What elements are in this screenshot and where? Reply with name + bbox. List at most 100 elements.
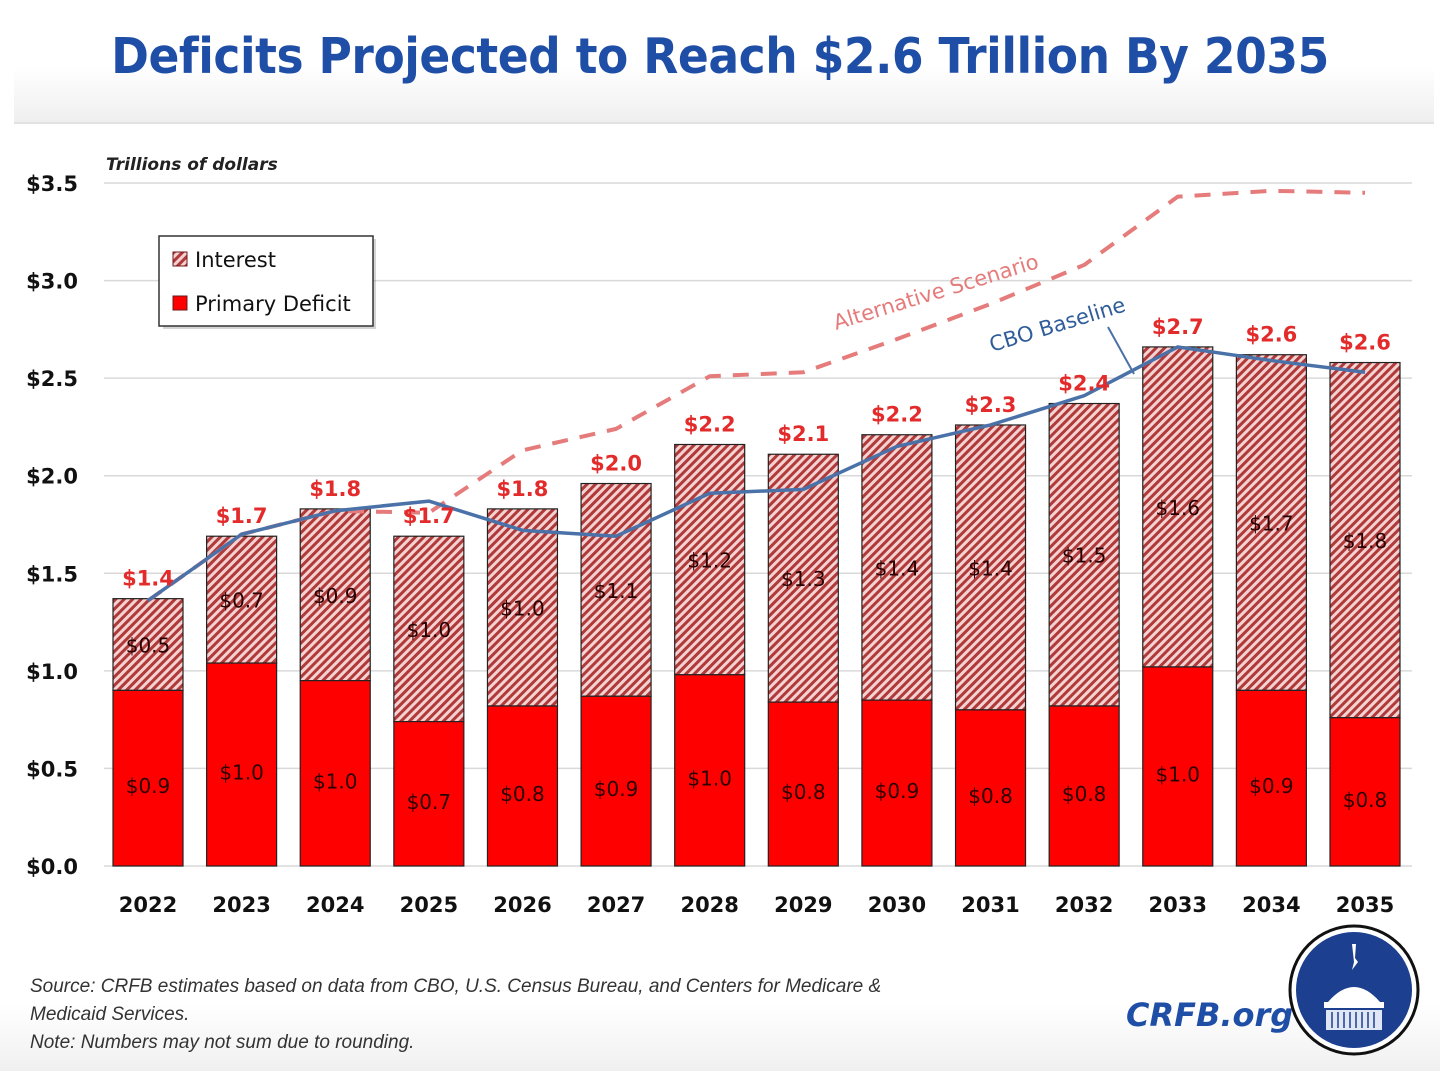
bar-interest	[206, 535, 278, 664]
source-note: Source: CRFB estimates based on data fro…	[30, 976, 882, 997]
bar-interest	[674, 443, 746, 676]
primary-deficit-label: $1.0	[313, 769, 358, 793]
alternative-scenario-line	[146, 188, 1366, 603]
total-label: $2.2	[684, 412, 736, 436]
x-tick-label: 2023	[212, 893, 270, 917]
y-tick-label: $3.0	[26, 270, 78, 294]
bar-interest	[1329, 361, 1401, 719]
x-axis-ticks: 2022 2023 2024 2025 2026 2027 2028 2029 2030 2031…	[119, 893, 1394, 917]
alternative-scenario-label: Alternative Scenario	[830, 250, 1041, 335]
total-label: $2.4	[1058, 372, 1110, 396]
interest-label: $1.4	[875, 556, 920, 580]
interest-label: $1.1	[594, 579, 639, 603]
bar-interest	[861, 434, 933, 701]
y-tick-label: $2.5	[26, 367, 78, 391]
x-tick-label: 2025	[400, 893, 458, 917]
bar-primary-deficit	[954, 709, 1027, 867]
legend-swatch-primary-deficit	[172, 295, 188, 311]
total-label: $2.6	[1339, 331, 1391, 355]
cbo-baseline-line	[146, 345, 1366, 603]
x-tick-label: 2031	[961, 893, 1019, 917]
interest-label: $1.6	[1156, 496, 1201, 520]
interest-label: $1.3	[781, 567, 826, 591]
bar-primary-deficit	[1048, 705, 1120, 867]
y-tick-label: $0.5	[26, 757, 78, 781]
x-tick-label: 2035	[1336, 893, 1394, 917]
total-label: $1.7	[216, 504, 268, 528]
total-label: $2.1	[777, 422, 829, 446]
primary-deficit-label: $0.8	[1062, 782, 1107, 806]
bar-interest	[954, 424, 1027, 711]
bar-primary-deficit	[1235, 689, 1307, 867]
interest-label: $1.5	[1062, 544, 1107, 568]
bar-primary-deficit	[580, 695, 652, 867]
interest-label: $1.8	[1343, 529, 1388, 553]
primary-deficit-label: $0.9	[594, 777, 639, 801]
primary-deficit-label: $1.0	[219, 761, 264, 785]
bar-primary-deficit	[1329, 717, 1401, 867]
bar-primary-deficit	[486, 705, 559, 867]
total-label: $2.2	[871, 403, 923, 427]
total-label: $1.7	[403, 504, 455, 528]
y-tick-label: $0.0	[26, 855, 78, 879]
source-note-cont: Medicaid Services.	[30, 1004, 190, 1025]
primary-deficit-label: $0.9	[875, 779, 920, 803]
legend-label-interest: Interest	[195, 248, 276, 272]
interest-label: $1.7	[1249, 512, 1294, 536]
total-label: $1.4	[122, 567, 174, 591]
legend-label-primary-deficit: Primary Deficit	[195, 292, 351, 316]
bar-primary-deficit	[112, 689, 184, 867]
total-label: $2.3	[965, 393, 1017, 417]
bar-primary-deficit	[674, 674, 746, 867]
capitol-dome-logo-icon	[1288, 924, 1420, 1056]
y-tick-label: $1.0	[26, 660, 78, 684]
bar-interest	[1048, 402, 1120, 707]
x-tick-label: 2024	[306, 893, 364, 917]
y-tick-label: $2.0	[26, 465, 78, 489]
primary-deficit-label: $0.8	[1343, 788, 1388, 812]
cbo-baseline-leader	[1107, 326, 1135, 375]
total-label: $1.8	[497, 477, 549, 501]
total-label: $2.6	[1245, 323, 1297, 347]
bar-primary-deficit	[767, 701, 839, 867]
bars	[112, 346, 1401, 867]
bar-primary-deficit	[206, 662, 278, 867]
primary-deficit-label: $0.8	[781, 780, 826, 804]
total-label: $1.8	[309, 477, 361, 501]
interest-label: $0.7	[219, 589, 264, 613]
total-label: $2.7	[1152, 315, 1204, 339]
x-tick-label: 2022	[119, 893, 177, 917]
bar-primary-deficit	[861, 699, 933, 867]
primary-deficit-label: $0.8	[500, 782, 545, 806]
rounding-note: Note: Numbers may not sum due to roundin…	[30, 1032, 415, 1053]
legend-swatch-interest	[172, 251, 188, 267]
crfb-brand-link[interactable]: CRFB.org	[1126, 996, 1294, 1034]
primary-deficit-label: $0.9	[126, 774, 171, 798]
primary-deficit-label: $0.9	[1249, 774, 1294, 798]
interest-label: $1.0	[407, 618, 452, 642]
x-tick-label: 2027	[587, 893, 645, 917]
primary-deficit-label: $0.7	[407, 790, 452, 814]
bar-primary-deficit	[393, 720, 465, 867]
bar-interest	[580, 482, 652, 697]
interest-label: $1.0	[500, 596, 545, 620]
x-tick-label: 2032	[1055, 893, 1113, 917]
bar-interest	[393, 535, 465, 723]
bar-primary-deficit	[1142, 666, 1214, 867]
bar-interest	[486, 508, 559, 707]
series-lines	[146, 188, 1366, 603]
x-tick-label: 2033	[1149, 893, 1207, 917]
interest-label: $1.2	[687, 549, 732, 573]
bar-interest	[1235, 354, 1307, 691]
x-tick-label: 2026	[493, 893, 551, 917]
primary-deficit-label: $0.8	[968, 784, 1013, 808]
primary-deficit-label: $1.0	[1156, 762, 1201, 786]
interest-label: $0.5	[126, 634, 171, 658]
chart-title: Deficits Projected to Reach $2.6 Trillio…	[111, 28, 1329, 85]
cbo-baseline-label: CBO Baseline	[986, 293, 1128, 357]
total-label: $2.0	[590, 452, 642, 476]
footer: Source: CRFB estimates based on data fro…	[0, 960, 1440, 1071]
legend: Interest Primary Deficit	[158, 235, 376, 329]
header-band	[14, 0, 1434, 124]
chart: $0.0 $0.5 $1.0 $1.5 $2.0 $2.5 $3.0 $3.5 Trillio…	[26, 155, 1412, 917]
